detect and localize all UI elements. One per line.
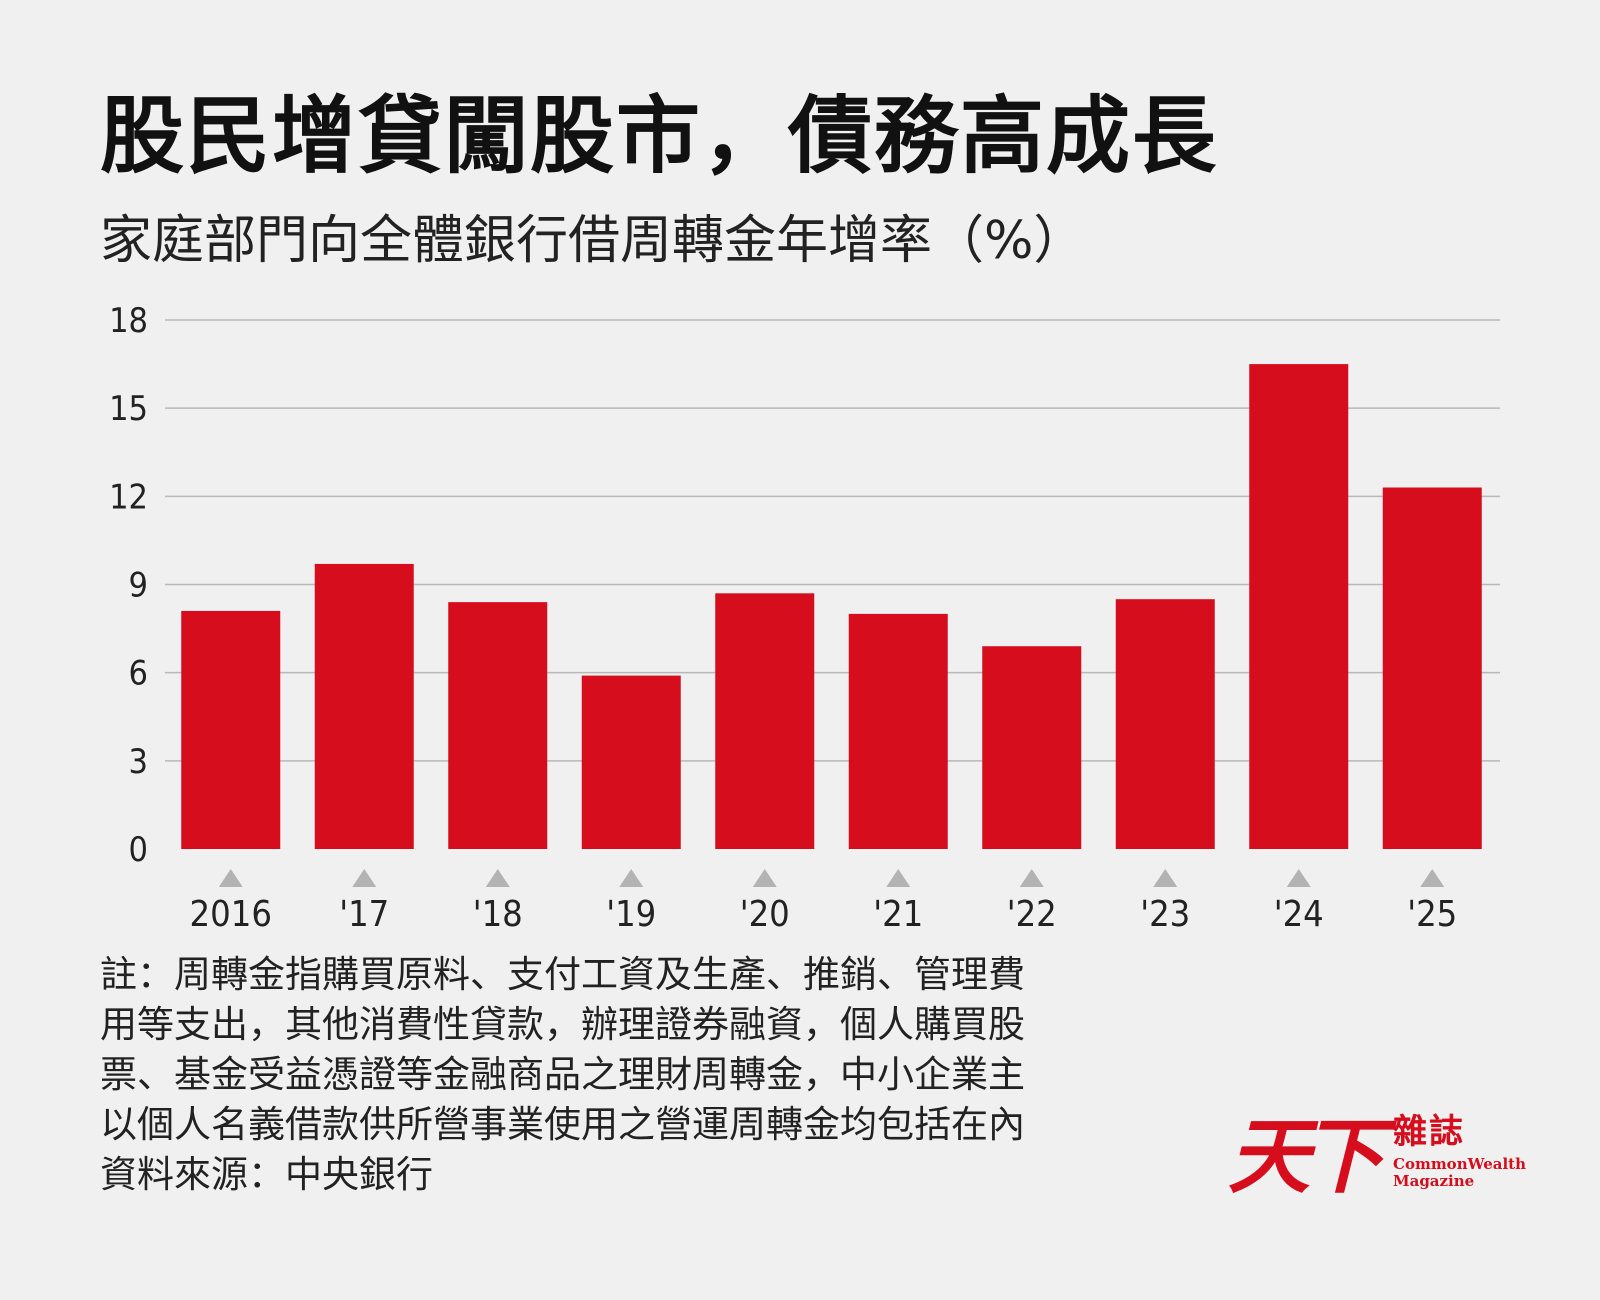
note-line: 票、基金受益憑證等金融商品之理財周轉金，中小企業主 <box>100 1053 1025 1096</box>
note-line: 註：周轉金指購買原料、支付工資及生產、推銷、管理費 <box>100 953 1025 996</box>
x-tick-marker <box>218 869 243 887</box>
y-tick-label: 6 <box>129 654 148 694</box>
y-tick-label: 3 <box>129 742 148 782</box>
x-tick-label: '21 <box>873 894 923 930</box>
x-tick-label: '23 <box>1140 894 1190 930</box>
y-tick-label: 0 <box>129 830 148 870</box>
bar-chart: 0 3 6 9 12 15 18 2016 '17 '18 '19 '20 '21 '22 '23 '24 '… <box>109 301 1500 930</box>
logo-mark: 天下 <box>1228 1109 1384 1205</box>
y-tick-label: 15 <box>109 389 148 429</box>
x-tick-marker <box>752 869 777 887</box>
chart-subtitle: 家庭部門向全體銀行借周轉金年增率（%） <box>100 211 1086 271</box>
chart-notes: 註：周轉金指購買原料、支付工資及生產、推銷、管理費 用等支出，其他消費性貸款，辦… <box>100 950 1180 1200</box>
x-tick-label: 2016 <box>190 894 272 930</box>
y-tick-label: 18 <box>109 301 148 341</box>
x-tick-label: '22 <box>1007 894 1057 930</box>
bar <box>314 563 414 849</box>
x-tick-label: '25 <box>1407 894 1457 930</box>
y-tick-label: 9 <box>129 566 148 606</box>
x-tick-label: '20 <box>740 894 790 930</box>
bars <box>181 364 1482 849</box>
logo-en-line2: Magazine <box>1393 1172 1475 1190</box>
x-tick-label: '17 <box>339 894 389 930</box>
bar <box>1249 364 1349 849</box>
y-tick-label: 12 <box>109 477 148 517</box>
logo-en: CommonWealth Magazine <box>1393 1156 1526 1190</box>
bar <box>448 602 548 849</box>
bar <box>715 593 815 849</box>
chart-title: 股民增貸闖股市，債務高成長 <box>100 87 1219 185</box>
y-axis-ticks: 0 3 6 9 12 15 18 <box>109 301 148 870</box>
commonwealth-logo: 天下 雜誌 CommonWealth Magazine <box>1228 1109 1526 1205</box>
x-tick-label: '18 <box>473 894 523 930</box>
x-tick-marker <box>1153 869 1178 887</box>
note-line: 以個人名義借款供所營事業使用之營運周轉金均包括在內 <box>100 1103 1025 1146</box>
x-tick-marker <box>1420 869 1445 887</box>
x-tick-marker <box>886 869 911 887</box>
bar <box>581 675 681 849</box>
x-tick-marker <box>619 869 644 887</box>
bar <box>181 610 281 849</box>
x-tick-label: '24 <box>1274 894 1324 930</box>
x-tick-marker <box>1286 869 1311 887</box>
logo-en-line1: CommonWealth <box>1393 1155 1527 1173</box>
logo-zh: 雜誌 <box>1393 1112 1465 1152</box>
x-tick-marker <box>352 869 377 887</box>
x-axis-ticks: 2016 '17 '18 '19 '20 '21 '22 '23 '24 '25 <box>190 869 1457 930</box>
bar <box>1382 487 1482 849</box>
bar <box>848 613 948 849</box>
source-line: 資料來源：中央銀行 <box>100 1153 433 1196</box>
x-tick-marker <box>1019 869 1044 887</box>
bar <box>1115 599 1215 849</box>
bar <box>982 646 1082 849</box>
x-tick-marker <box>485 869 510 887</box>
note-line: 用等支出，其他消費性貸款，辦理證券融資，個人購買股 <box>100 1003 1025 1046</box>
x-tick-label: '19 <box>606 894 656 930</box>
